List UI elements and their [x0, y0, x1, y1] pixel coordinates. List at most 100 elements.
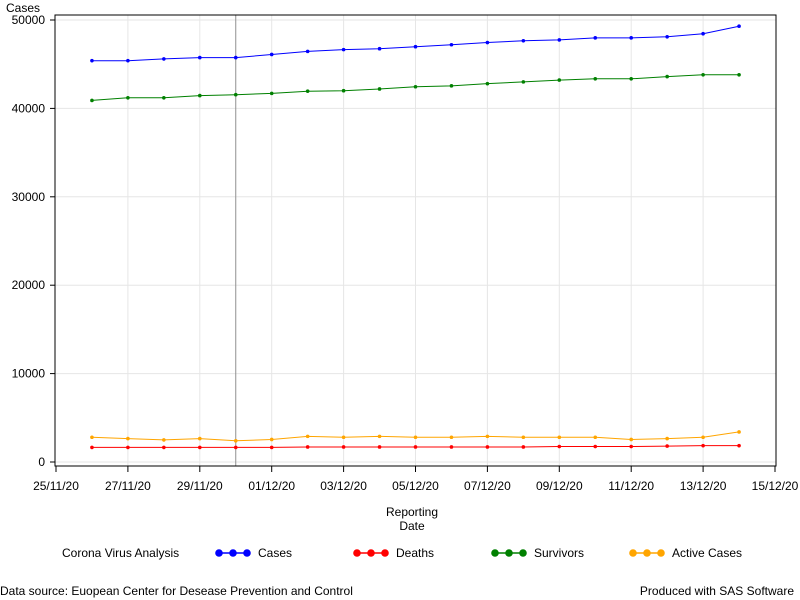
data-point	[413, 84, 418, 89]
data-point	[629, 76, 633, 81]
data-point	[413, 445, 418, 449]
legend-label: Cases	[258, 546, 292, 560]
data-point	[593, 36, 598, 40]
data-point	[665, 34, 669, 39]
data-source-note: Data source: Euopean Center for Desease …	[0, 584, 353, 598]
legend-marker	[353, 549, 361, 557]
data-point	[737, 443, 741, 448]
software-credit: Produced with SAS Software	[639, 584, 794, 598]
data-point	[162, 445, 166, 450]
y-tick-label: 10000	[12, 367, 46, 381]
data-point	[305, 49, 310, 54]
data-point	[701, 31, 705, 36]
data-point	[665, 444, 669, 448]
x-tick-label: 09/12/20	[536, 479, 583, 493]
legend-marker	[215, 549, 223, 557]
legend-marker	[381, 549, 389, 557]
data-point	[198, 436, 202, 441]
data-point	[269, 91, 274, 96]
legend-marker	[519, 549, 527, 557]
x-tick-label: 01/12/20	[248, 479, 295, 493]
data-point	[198, 445, 202, 450]
data-point	[377, 445, 382, 449]
data-point	[629, 36, 633, 40]
data-point	[593, 76, 598, 81]
data-point	[341, 445, 346, 449]
data-point	[413, 435, 418, 440]
data-point	[90, 98, 94, 103]
data-point	[90, 435, 94, 440]
data-point	[413, 44, 418, 49]
x-tick-label: 05/12/20	[392, 479, 439, 493]
data-point	[629, 444, 633, 449]
y-tick-label: 0	[38, 455, 45, 469]
data-point	[737, 24, 741, 28]
data-point	[126, 58, 130, 63]
data-point	[521, 445, 526, 449]
data-point	[269, 437, 274, 442]
data-point	[162, 95, 166, 100]
data-point	[198, 93, 202, 98]
data-point	[126, 436, 130, 441]
data-point	[485, 81, 490, 86]
legend-label: Survivors	[534, 546, 584, 560]
data-point	[557, 78, 562, 82]
data-point	[557, 435, 562, 440]
legend-marker	[505, 549, 513, 557]
x-tick-label: 29/11/20	[177, 479, 223, 493]
data-point	[485, 445, 490, 449]
data-point	[305, 434, 310, 439]
data-point	[305, 445, 310, 449]
data-point	[233, 92, 238, 97]
data-point	[377, 434, 382, 439]
data-point	[162, 57, 166, 61]
data-point	[593, 435, 598, 440]
data-point	[126, 95, 130, 100]
data-point	[269, 52, 274, 57]
legend-marker	[629, 549, 637, 557]
y-tick-label: 20000	[12, 278, 46, 292]
legend-marker	[657, 549, 665, 557]
data-point	[341, 88, 346, 93]
x-tick-label: 03/12/20	[320, 479, 367, 493]
data-point	[162, 438, 166, 442]
x-tick-label: 25/11/20	[33, 479, 79, 493]
legend-label: Active Cases	[672, 546, 742, 560]
data-point	[233, 55, 238, 60]
data-point	[701, 443, 705, 448]
data-point	[449, 445, 454, 449]
legend-marker	[367, 549, 375, 557]
x-axis-label: Reporting	[386, 505, 438, 519]
data-point	[485, 434, 490, 439]
legend-marker	[491, 549, 499, 557]
data-point	[90, 58, 94, 63]
data-point	[377, 46, 382, 51]
data-point	[233, 445, 238, 450]
x-tick-label: 13/12/20	[680, 479, 727, 493]
data-point	[449, 435, 454, 440]
data-point	[593, 444, 598, 449]
data-point	[485, 40, 490, 45]
data-point	[521, 435, 526, 440]
data-point	[665, 74, 669, 79]
legend-marker	[643, 549, 651, 557]
data-point	[341, 435, 346, 440]
data-point	[701, 73, 705, 77]
data-point	[701, 435, 705, 440]
x-axis-label: Date	[399, 519, 425, 533]
data-point	[305, 89, 310, 93]
data-point	[665, 436, 669, 441]
x-tick-label: 27/11/20	[105, 479, 151, 493]
data-point	[126, 445, 130, 450]
x-tick-label: 15/12/20	[752, 479, 799, 493]
data-point	[521, 38, 526, 43]
data-point	[233, 438, 238, 443]
legend-marker	[229, 549, 237, 557]
x-tick-label: 07/12/20	[464, 479, 511, 493]
legend-title: Corona Virus Analysis	[62, 546, 179, 560]
data-point	[449, 42, 454, 47]
y-axis-label: Cases	[6, 1, 40, 15]
data-point	[269, 445, 274, 450]
y-tick-label: 30000	[12, 190, 46, 204]
